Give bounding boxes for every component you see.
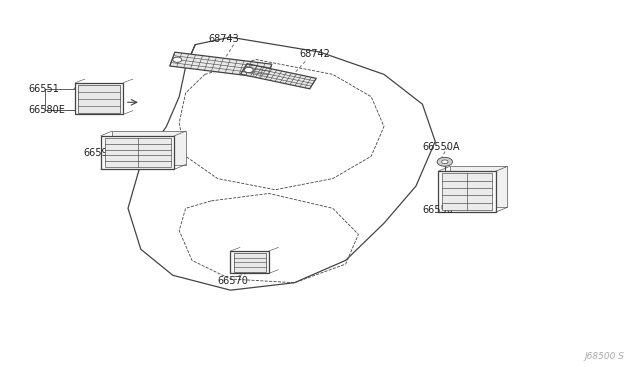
Bar xyxy=(234,253,266,272)
Bar xyxy=(79,84,120,112)
Text: 68742: 68742 xyxy=(299,49,330,59)
Text: 66580E: 66580E xyxy=(29,105,66,115)
Text: 68743: 68743 xyxy=(208,34,239,44)
Bar xyxy=(449,166,507,207)
Bar xyxy=(438,171,496,212)
Circle shape xyxy=(173,57,182,62)
Text: J68500 S: J68500 S xyxy=(584,352,624,361)
Text: 66590: 66590 xyxy=(83,148,114,157)
Text: 66570: 66570 xyxy=(218,276,248,286)
Bar xyxy=(170,52,272,78)
Bar xyxy=(76,83,123,114)
Bar xyxy=(442,173,492,210)
Bar xyxy=(105,138,170,167)
Circle shape xyxy=(437,157,452,166)
Text: 66551: 66551 xyxy=(29,84,60,94)
Text: 66550A: 66550A xyxy=(422,142,460,152)
Circle shape xyxy=(244,67,253,73)
Circle shape xyxy=(442,160,448,164)
Bar xyxy=(112,131,186,165)
Bar xyxy=(230,251,269,273)
Bar xyxy=(241,64,316,89)
Text: 66550: 66550 xyxy=(422,205,453,215)
Bar xyxy=(101,136,174,169)
